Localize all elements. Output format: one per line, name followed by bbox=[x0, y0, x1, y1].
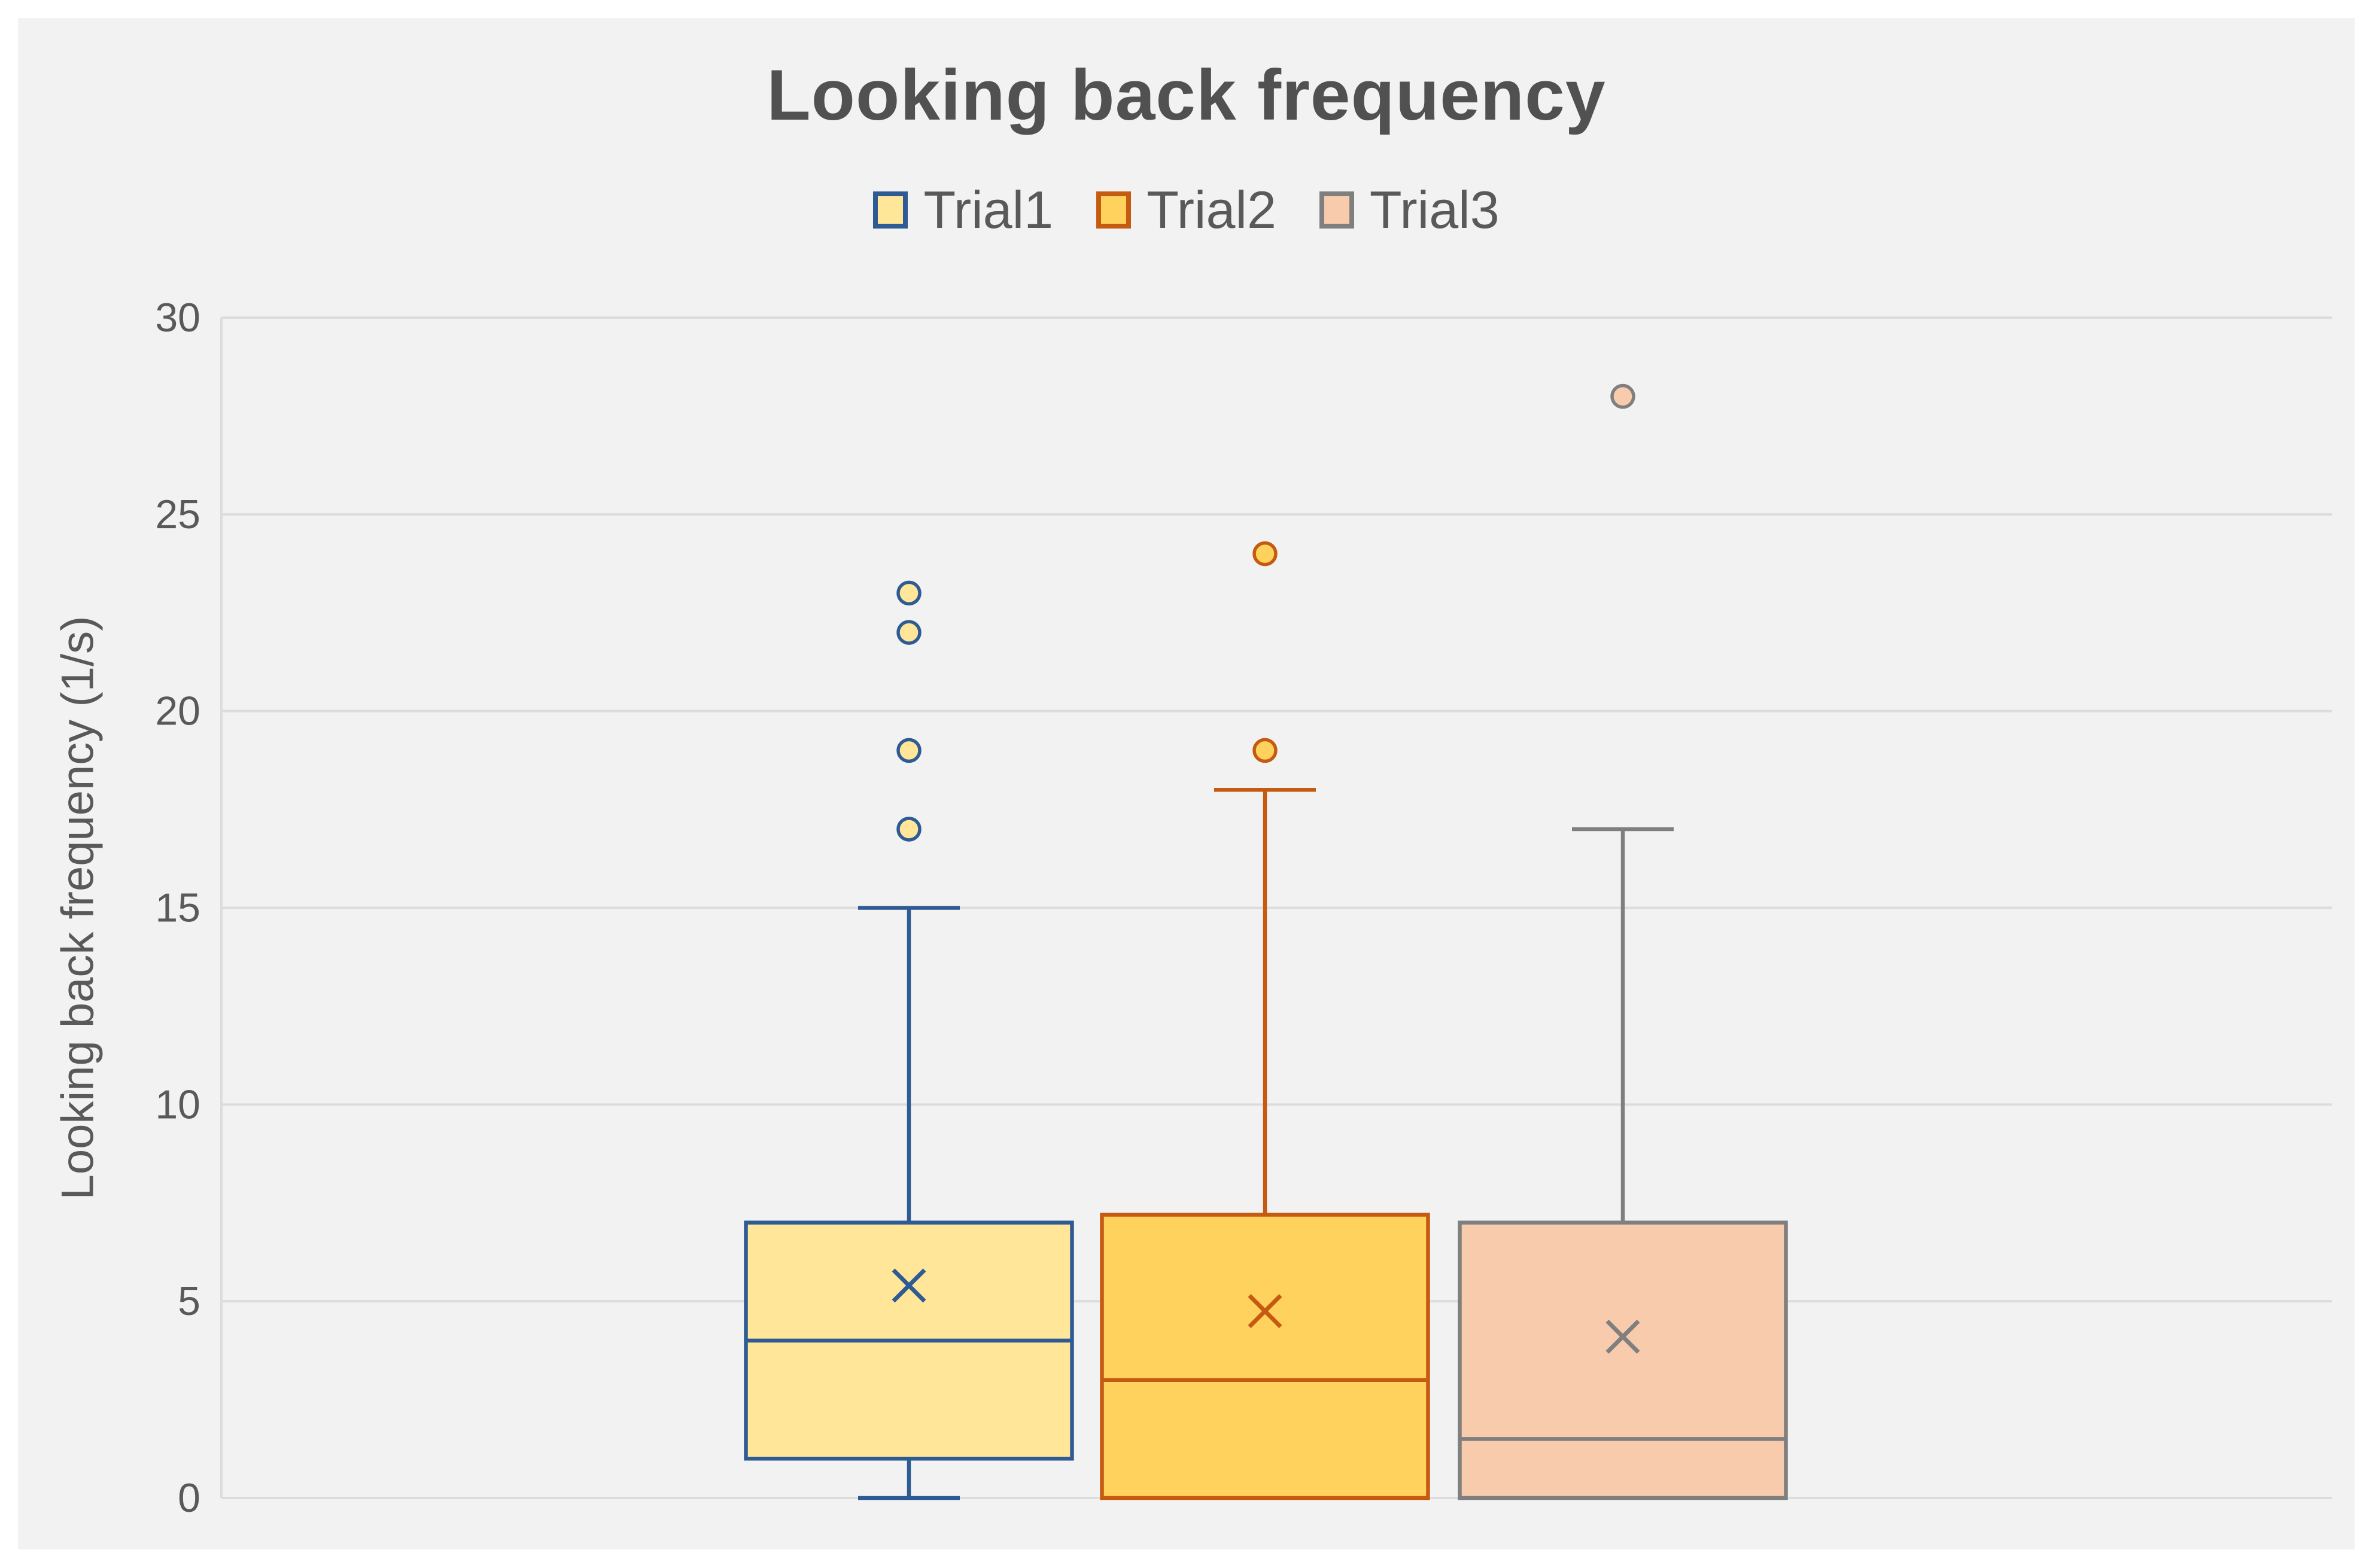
outlier-point-trial2-19 bbox=[1252, 738, 1278, 763]
y-tick-label-5: 5 bbox=[178, 1278, 200, 1324]
legend-label: Trial3 bbox=[1369, 180, 1500, 239]
chart-title: Looking back frequency bbox=[767, 55, 1606, 135]
mean-marker-trial3 bbox=[1605, 1319, 1640, 1354]
outlier-point-trial1-22 bbox=[896, 620, 922, 645]
outlier-point-trial2-24 bbox=[1252, 541, 1278, 567]
legend-swatch-icon bbox=[873, 191, 908, 229]
box-trial3 bbox=[1458, 1220, 1788, 1500]
legend-swatch-icon bbox=[1096, 191, 1132, 229]
outlier-point-trial1-23 bbox=[896, 580, 922, 606]
y-tick-label-15: 15 bbox=[155, 885, 200, 931]
y-axis-title: Looking back frequency (1/s) bbox=[53, 616, 104, 1200]
legend-item-trial1: Trial1 bbox=[873, 179, 1053, 240]
outlier-point-trial1-17 bbox=[896, 817, 922, 842]
mean-marker-trial1 bbox=[892, 1268, 926, 1303]
legend-item-trial2: Trial2 bbox=[1096, 179, 1276, 240]
legend-item-trial3: Trial3 bbox=[1319, 179, 1500, 240]
box-trial2 bbox=[1100, 1213, 1430, 1500]
y-tick-label-30: 30 bbox=[155, 295, 200, 340]
outlier-point-trial1-19 bbox=[896, 738, 922, 763]
y-tick-label-20: 20 bbox=[155, 689, 200, 734]
legend-label: Trial1 bbox=[923, 180, 1054, 239]
outlier-point-trial3-28 bbox=[1610, 383, 1635, 409]
mean-marker-trial2 bbox=[1248, 1294, 1282, 1329]
legend-label: Trial2 bbox=[1147, 180, 1276, 239]
chart-legend: Trial1 Trial2 Trial3 bbox=[18, 179, 2355, 240]
legend-swatch-icon bbox=[1319, 191, 1354, 229]
y-tick-label-25: 25 bbox=[155, 492, 200, 537]
y-tick-label-0: 0 bbox=[178, 1475, 200, 1521]
y-tick-label-10: 10 bbox=[155, 1082, 200, 1127]
